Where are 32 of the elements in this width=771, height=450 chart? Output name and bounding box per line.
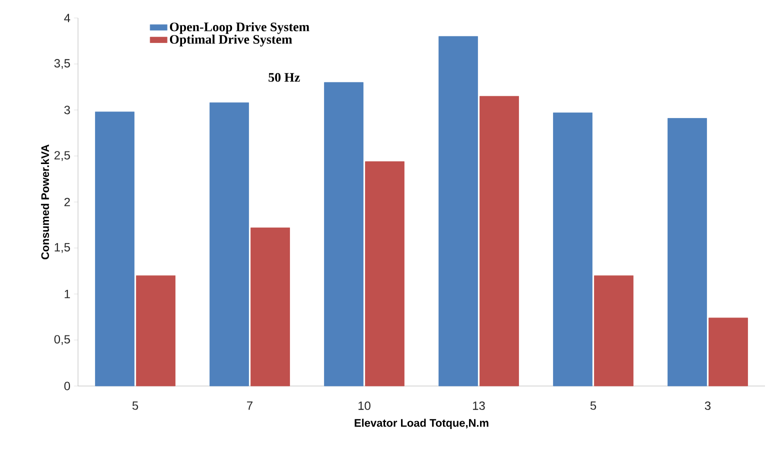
bar [324,82,364,386]
bar [136,275,176,386]
y-tick-label: 3,5 [54,59,70,69]
bar [708,318,748,386]
y-tick-label: 0,5 [54,335,70,345]
x-axis-title: Elevator Load Totque,N.m [354,418,488,429]
y-tick-label: 1,5 [54,243,70,253]
y-tick-label: 0 [64,382,70,390]
y-tick-label: 1 [64,290,70,298]
y-axis-title: Consumed Power.kVA [40,144,50,260]
y-tick-label: 3 [64,106,70,114]
bar [553,112,592,386]
x-tick-label: 5 [132,401,138,410]
legend-label: Open-Loop Drive System [170,22,310,34]
y-tick-label: 2 [64,198,70,206]
bar [95,112,134,386]
x-tick-label: 3 [704,401,711,410]
x-tick-label: 7 [247,401,252,410]
bar [594,275,634,386]
bar [668,118,707,386]
x-tick-label: 5 [590,401,596,410]
bar [365,161,404,386]
bar [438,36,478,386]
bar [480,96,519,386]
y-tick-label: 2,5 [54,151,70,161]
y-tick-label: 4 [64,14,70,22]
x-tick-label: 10 [358,401,370,410]
bar [250,228,290,386]
x-tick-label: 13 [473,401,485,410]
legend-label: Optimal Drive System [170,34,292,46]
annotation: 50 Hz [268,73,300,82]
bar [210,102,249,386]
